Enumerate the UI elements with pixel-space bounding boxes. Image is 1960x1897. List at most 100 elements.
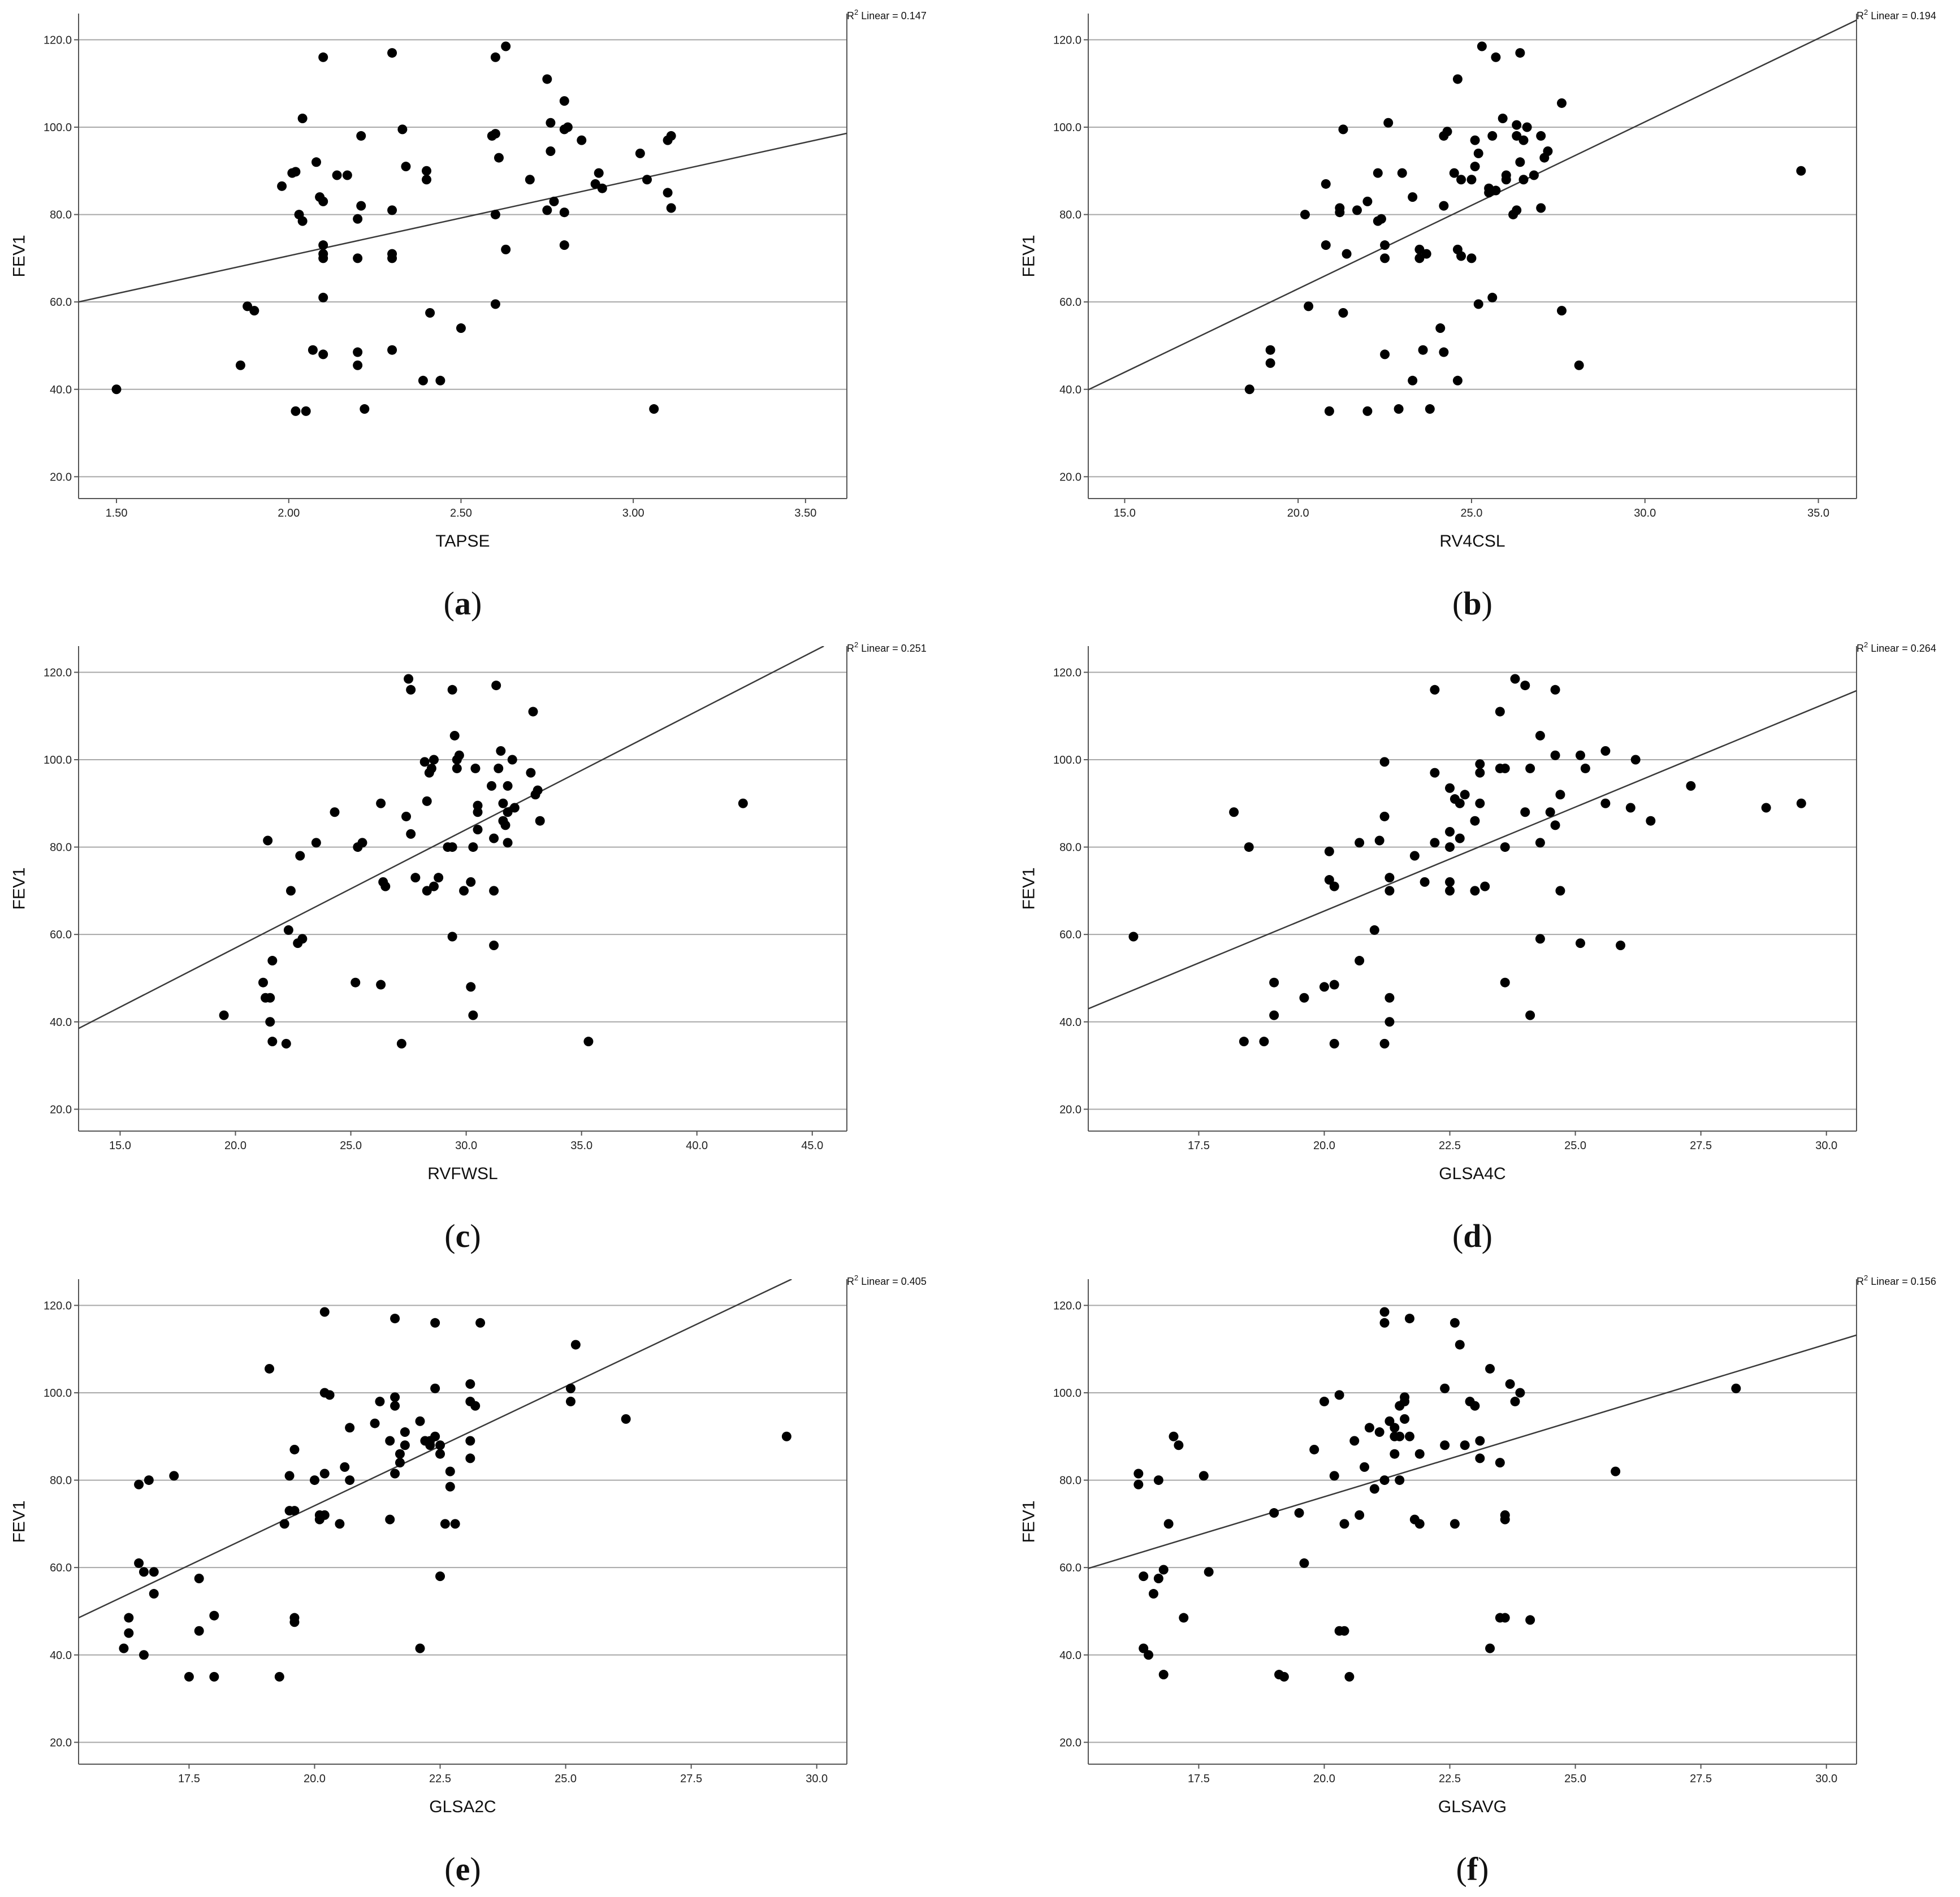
point-d-52 bbox=[1520, 807, 1530, 817]
point-a-64 bbox=[590, 179, 600, 189]
point-b-73 bbox=[1556, 306, 1567, 316]
point-e-67 bbox=[465, 1453, 475, 1463]
point-d-56 bbox=[1535, 838, 1545, 848]
point-d-5 bbox=[1269, 977, 1279, 988]
point-a-69 bbox=[649, 404, 659, 414]
point-c-31 bbox=[422, 886, 432, 896]
x-tick-label-d-5: 30.0 bbox=[1815, 1140, 1837, 1152]
y-tick-label-b-4: 100.0 bbox=[1053, 122, 1081, 134]
point-a-36 bbox=[397, 124, 408, 135]
r2-annotation-b: R2 Linear = 0.194 bbox=[1857, 8, 1936, 21]
point-c-27 bbox=[406, 829, 416, 839]
point-e-30 bbox=[319, 1469, 330, 1479]
point-b-35 bbox=[1439, 347, 1449, 357]
point-b-28 bbox=[1414, 253, 1425, 263]
point-a-16 bbox=[318, 240, 328, 250]
point-b-65 bbox=[1518, 175, 1529, 185]
point-f-43 bbox=[1395, 1431, 1405, 1441]
point-e-22 bbox=[289, 1444, 300, 1454]
point-c-23 bbox=[396, 1038, 406, 1049]
point-f-35 bbox=[1379, 1307, 1390, 1317]
panel-label-open-e: ( bbox=[444, 1851, 455, 1887]
x-axis-title-e: GLSA2C bbox=[429, 1798, 496, 1816]
y-tick-label-e-2: 60.0 bbox=[50, 1562, 72, 1574]
x-tick-label-b-2: 25.0 bbox=[1460, 507, 1482, 519]
point-e-28 bbox=[319, 1307, 330, 1317]
point-b-31 bbox=[1425, 404, 1435, 414]
point-c-38 bbox=[447, 842, 457, 852]
point-e-3 bbox=[134, 1479, 144, 1489]
point-d-69 bbox=[1616, 940, 1626, 950]
point-c-1 bbox=[258, 977, 268, 988]
r2-value-f: Linear = 0.156 bbox=[1868, 1276, 1936, 1287]
point-d-6 bbox=[1269, 1010, 1279, 1020]
y-tick-label-a-4: 100.0 bbox=[44, 122, 72, 134]
r2-value-e: Linear = 0.405 bbox=[858, 1276, 927, 1287]
point-c-7 bbox=[267, 1037, 278, 1047]
x-tick-label-b-3: 30.0 bbox=[1634, 507, 1656, 519]
point-b-25 bbox=[1408, 375, 1418, 386]
point-d-10 bbox=[1324, 846, 1334, 856]
point-f-49 bbox=[1404, 1431, 1414, 1441]
point-d-7 bbox=[1299, 993, 1309, 1003]
point-e-60 bbox=[440, 1519, 450, 1529]
point-a-54 bbox=[542, 205, 552, 215]
r2-annotation-c: R2 Linear = 0.251 bbox=[847, 640, 927, 654]
point-f-52 bbox=[1414, 1449, 1425, 1459]
point-f-60 bbox=[1470, 1401, 1480, 1411]
point-d-66 bbox=[1580, 763, 1590, 773]
point-a-13 bbox=[311, 157, 321, 167]
point-a-11 bbox=[301, 406, 311, 416]
point-c-13 bbox=[297, 934, 308, 944]
point-f-37 bbox=[1379, 1475, 1390, 1485]
point-d-0 bbox=[1128, 932, 1139, 942]
y-tick-label-f-3: 80.0 bbox=[1059, 1475, 1081, 1487]
point-b-76 bbox=[1796, 166, 1806, 176]
point-a-7 bbox=[291, 406, 301, 416]
point-c-6 bbox=[267, 956, 278, 966]
point-e-55 bbox=[430, 1383, 440, 1393]
point-c-70 bbox=[528, 707, 538, 717]
y-tick-label-a-1: 40.0 bbox=[50, 384, 72, 396]
point-c-63 bbox=[500, 820, 510, 830]
point-b-1 bbox=[1265, 345, 1275, 355]
x-tick-label-f-2: 22.5 bbox=[1439, 1773, 1461, 1785]
point-d-60 bbox=[1550, 750, 1560, 760]
point-c-48 bbox=[468, 1010, 478, 1020]
point-b-43 bbox=[1466, 175, 1477, 185]
point-e-46 bbox=[395, 1458, 405, 1468]
point-e-40 bbox=[385, 1514, 395, 1524]
y-tick-label-f-5: 120.0 bbox=[1053, 1300, 1081, 1312]
point-a-2 bbox=[243, 301, 253, 311]
point-a-63 bbox=[577, 135, 587, 145]
point-d-11 bbox=[1329, 980, 1339, 990]
point-c-25 bbox=[404, 674, 414, 684]
point-a-40 bbox=[422, 175, 432, 185]
point-e-50 bbox=[415, 1643, 425, 1653]
r2-value-b: Linear = 0.194 bbox=[1868, 10, 1936, 21]
panel-label-open-c: ( bbox=[444, 1218, 455, 1254]
point-e-25 bbox=[309, 1475, 319, 1485]
point-a-38 bbox=[418, 375, 428, 386]
point-a-15 bbox=[318, 196, 328, 206]
point-c-60 bbox=[496, 746, 506, 756]
y-tick-label-f-2: 60.0 bbox=[1059, 1562, 1081, 1574]
point-b-72 bbox=[1543, 146, 1553, 156]
x-tick-label-e-5: 30.0 bbox=[806, 1773, 828, 1785]
point-d-3 bbox=[1244, 842, 1254, 852]
r2-superscript-a: 2 bbox=[854, 8, 858, 16]
point-e-53 bbox=[425, 1440, 435, 1450]
point-a-66 bbox=[597, 183, 607, 193]
point-e-37 bbox=[370, 1418, 380, 1428]
point-d-61 bbox=[1550, 820, 1560, 830]
point-a-55 bbox=[546, 118, 556, 128]
point-a-24 bbox=[353, 214, 363, 224]
point-d-58 bbox=[1545, 807, 1555, 817]
panel-label-open-a: ( bbox=[444, 585, 455, 622]
y-tick-label-d-5: 120.0 bbox=[1053, 666, 1081, 679]
point-f-30 bbox=[1355, 1510, 1365, 1520]
point-f-18 bbox=[1279, 1671, 1289, 1682]
y-tick-label-c-0: 20.0 bbox=[50, 1103, 72, 1116]
point-d-71 bbox=[1630, 755, 1641, 765]
panel-label-close-b: ) bbox=[1482, 585, 1492, 622]
